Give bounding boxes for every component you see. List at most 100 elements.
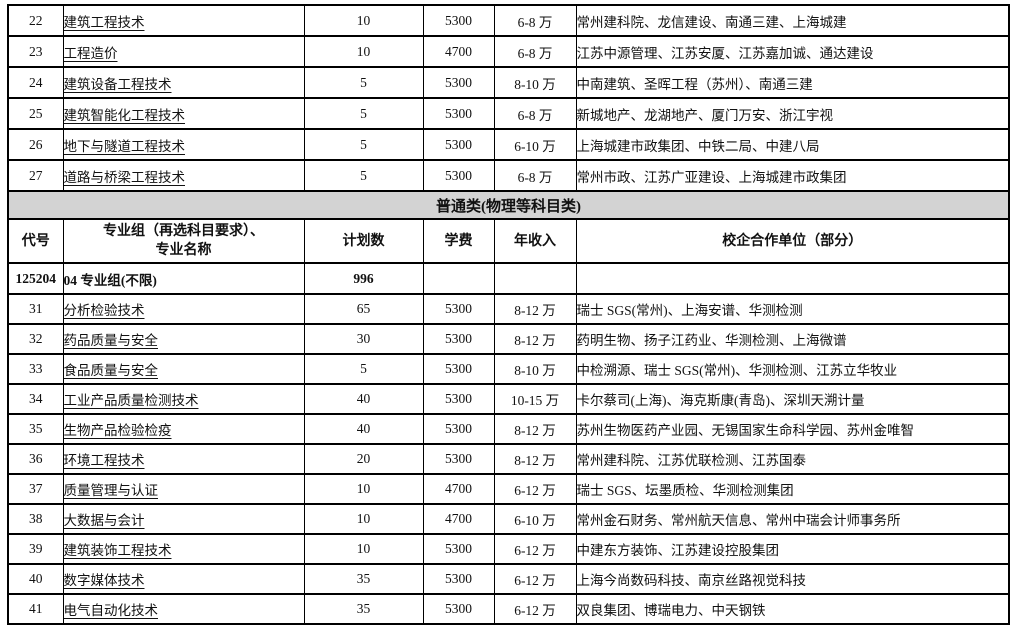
row-plan-count: 10	[303, 473, 424, 505]
major-group-row: 125204 04 专业组(不限) 996	[7, 262, 1010, 295]
row-code: 32	[7, 323, 64, 355]
row-income: 6-12 万	[493, 473, 577, 505]
row-partners: 瑞士 SGS(常州)、上海安谱、华测检测	[575, 293, 1010, 325]
row-income: 6-10 万	[493, 128, 577, 161]
col-header-plan: 计划数	[303, 218, 424, 264]
row-income: 6-8 万	[493, 4, 577, 37]
row-code: 41	[7, 593, 64, 625]
rows-bottom-section: 31 分析检验技术 65 5300 8-12 万 瑞士 SGS(常州)、上海安谱…	[7, 293, 1010, 625]
category-banner-row: 普通类(物理等科目类)	[7, 190, 1010, 220]
row-code: 35	[7, 413, 64, 445]
row-code: 31	[7, 293, 64, 325]
row-code: 27	[7, 159, 64, 192]
table-row: 39 建筑装饰工程技术 10 5300 6-12 万 中建东方装饰、江苏建设控股…	[7, 533, 1010, 565]
table-row: 25 建筑智能化工程技术 5 5300 6-8 万 新城地产、龙湖地产、厦门万安…	[7, 97, 1010, 130]
row-partners: 上海城建市政集团、中铁二局、中建八局	[575, 128, 1010, 161]
table-row: 38 大数据与会计 10 4700 6-10 万 常州金石财务、常州航天信息、常…	[7, 503, 1010, 535]
row-income: 6-12 万	[493, 593, 577, 625]
row-partners: 中南建筑、圣晖工程（苏州）、南通三建	[575, 66, 1010, 99]
table-row: 27 道路与桥梁工程技术 5 5300 6-8 万 常州市政、江苏广亚建设、上海…	[7, 159, 1010, 192]
row-major-cell: 建筑装饰工程技术	[62, 533, 305, 565]
row-partners: 常州建科院、江苏优联检测、江苏国泰	[575, 443, 1010, 475]
row-major-cell: 食品质量与安全	[62, 353, 305, 385]
row-tuition: 5300	[422, 383, 495, 415]
row-plan-count: 10	[303, 4, 424, 37]
row-major-cell: 地下与隧道工程技术	[62, 128, 305, 161]
row-partners: 上海今尚数码科技、南京丝路视觉科技	[575, 563, 1010, 595]
row-code: 36	[7, 443, 64, 475]
category-banner-section: 普通类(物理等科目类)	[7, 190, 1010, 220]
row-income: 6-12 万	[493, 533, 577, 565]
major-link[interactable]: 电气自动化技术	[63, 603, 158, 618]
major-link[interactable]: 建筑工程技术	[63, 14, 145, 30]
major-link[interactable]: 药品质量与安全	[63, 333, 158, 348]
row-major-cell: 分析检验技术	[62, 293, 305, 325]
row-tuition: 5300	[422, 533, 495, 565]
row-partners: 新城地产、龙湖地产、厦门万安、浙江宇视	[575, 97, 1010, 130]
row-code: 23	[7, 35, 64, 68]
major-link[interactable]: 生物产品检验检疫	[63, 423, 172, 438]
major-link[interactable]: 大数据与会计	[63, 513, 145, 528]
row-partners: 常州市政、江苏广亚建设、上海城建市政集团	[575, 159, 1010, 192]
row-income: 6-8 万	[493, 97, 577, 130]
table-row: 37 质量管理与认证 10 4700 6-12 万 瑞士 SGS、坛墨质检、华测…	[7, 473, 1010, 505]
major-link[interactable]: 食品质量与安全	[63, 363, 158, 378]
major-link[interactable]: 建筑设备工程技术	[63, 76, 172, 92]
row-income: 8-12 万	[493, 443, 577, 475]
col-header-major: 专业组（再选科目要求）、 专业名称	[62, 218, 305, 264]
row-partners: 双良集团、博瑞电力、中天钢铁	[575, 593, 1010, 625]
group-tuition-empty	[422, 262, 495, 295]
table-row: 35 生物产品检验检疫 40 5300 8-12 万 苏州生物医药产业园、无锡国…	[7, 413, 1010, 445]
row-major-cell: 道路与桥梁工程技术	[62, 159, 305, 192]
group-income-empty	[493, 262, 577, 295]
row-tuition: 4700	[422, 503, 495, 535]
table-row: 36 环境工程技术 20 5300 8-12 万 常州建科院、江苏优联检测、江苏…	[7, 443, 1010, 475]
row-income: 8-12 万	[493, 293, 577, 325]
group-partners-empty	[575, 262, 1010, 295]
table-row: 33 食品质量与安全 5 5300 8-10 万 中检溯源、瑞士 SGS(常州)…	[7, 353, 1010, 385]
admission-plan-table: 22 建筑工程技术 10 5300 6-8 万 常州建科院、龙信建设、南通三建、…	[7, 4, 1010, 625]
row-major-cell: 建筑设备工程技术	[62, 66, 305, 99]
major-link[interactable]: 质量管理与认证	[63, 483, 158, 498]
row-tuition: 5300	[422, 443, 495, 475]
row-major-cell: 大数据与会计	[62, 503, 305, 535]
major-link[interactable]: 环境工程技术	[63, 453, 145, 468]
row-code: 34	[7, 383, 64, 415]
row-major-cell: 生物产品检验检疫	[62, 413, 305, 445]
row-plan-count: 10	[303, 503, 424, 535]
row-code: 25	[7, 97, 64, 130]
table-row: 40 数字媒体技术 35 5300 6-12 万 上海今尚数码科技、南京丝路视觉…	[7, 563, 1010, 595]
col-header-code: 代号	[7, 218, 64, 264]
col-header-income: 年收入	[493, 218, 577, 264]
row-code: 22	[7, 4, 64, 37]
row-partners: 常州金石财务、常州航天信息、常州中瑞会计师事务所	[575, 503, 1010, 535]
major-link[interactable]: 工程造价	[63, 45, 118, 61]
row-income: 8-12 万	[493, 413, 577, 445]
major-link[interactable]: 建筑智能化工程技术	[63, 107, 185, 123]
major-link[interactable]: 数字媒体技术	[63, 573, 145, 588]
major-link[interactable]: 分析检验技术	[63, 303, 145, 318]
row-tuition: 5300	[422, 563, 495, 595]
table-row: 24 建筑设备工程技术 5 5300 8-10 万 中南建筑、圣晖工程（苏州）、…	[7, 66, 1010, 99]
col-header-major-line1: 专业组（再选科目要求）、	[103, 224, 264, 239]
row-major-cell: 药品质量与安全	[62, 323, 305, 355]
row-plan-count: 5	[303, 66, 424, 99]
row-tuition: 4700	[422, 35, 495, 68]
major-link[interactable]: 建筑装饰工程技术	[63, 543, 172, 558]
row-partners: 瑞士 SGS、坛墨质检、华测检测集团	[575, 473, 1010, 505]
row-partners: 中检溯源、瑞士 SGS(常州)、华测检测、江苏立华牧业	[575, 353, 1010, 385]
row-income: 8-10 万	[493, 353, 577, 385]
col-header-tuition: 学费	[422, 218, 495, 264]
row-income: 6-10 万	[493, 503, 577, 535]
major-link[interactable]: 道路与桥梁工程技术	[63, 169, 185, 185]
admission-plan-sheet: 22 建筑工程技术 10 5300 6-8 万 常州建科院、龙信建设、南通三建、…	[7, 4, 1010, 625]
major-link[interactable]: 地下与隧道工程技术	[63, 138, 185, 154]
row-plan-count: 35	[303, 593, 424, 625]
row-plan-count: 10	[303, 35, 424, 68]
row-major-cell: 电气自动化技术	[62, 593, 305, 625]
row-tuition: 5300	[422, 4, 495, 37]
row-code: 33	[7, 353, 64, 385]
row-major-cell: 建筑工程技术	[62, 4, 305, 37]
row-plan-count: 65	[303, 293, 424, 325]
major-link[interactable]: 工业产品质量检测技术	[63, 393, 199, 408]
